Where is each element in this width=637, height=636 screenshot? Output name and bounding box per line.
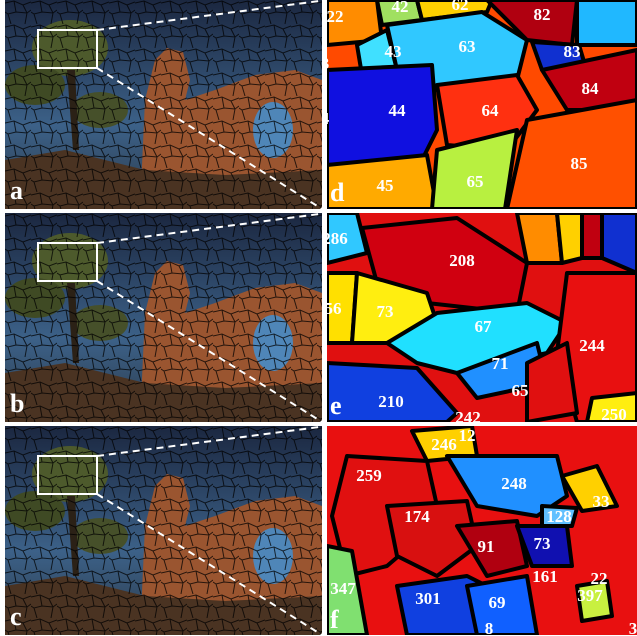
segment-label: 71 [492,354,509,373]
panel-letter: d [330,178,345,207]
segment-label: 56 [325,299,342,318]
segment-label: 43 [385,42,402,61]
figure: a b c 22 42 62 82 43 63 83 3 84 4 44 64 … [0,0,637,636]
segment-label: 42 [392,0,409,16]
segment-label: 259 [356,466,382,485]
segment-label: 64 [482,101,500,120]
segment-label: 45 [377,176,394,195]
segment-label: 174 [404,507,430,526]
segment-label: 12 [459,426,476,445]
segment-label: 84 [582,79,600,98]
panel-letter: f [330,605,339,634]
segment-label: 73 [377,302,394,321]
segment-label: 128 [546,507,572,526]
segment-label: 33 [593,492,610,511]
panel-letter: e [330,391,342,420]
segment-label: 301 [415,589,441,608]
panel-letter: b [10,389,24,418]
segment-label: 397 [577,586,603,605]
zoom-panel: 246 12 259 248 33 174 128 91 73 161 22 3… [327,426,637,636]
segment-label: 3 [629,619,637,636]
panel-letter: a [10,176,23,205]
segment-label: 3 [321,54,330,73]
panel-letter: c [10,602,22,631]
segment-label: 244 [579,336,605,355]
segment-label: 8 [485,619,494,636]
segment-label: 67 [475,317,493,336]
segment-label: 62 [452,0,469,14]
photo-panel: c [5,426,327,635]
segment-label: 347 [330,579,356,598]
segment-label: 85 [571,154,588,173]
segment-label: 242 [455,408,481,427]
segment-label: 4 [321,109,330,128]
segment-label: 83 [564,42,581,61]
segment-label: 286 [322,229,348,248]
segment-label: 65 [512,381,529,400]
photo-panel: b [5,213,327,422]
zoom-panel: 286 208 56 73 67 71 244 65 210 242 250 e [322,213,637,427]
photo-panel: a [5,0,327,209]
segment-label: 248 [501,474,527,493]
segment-label: 73 [534,534,551,553]
zoom-panel: 22 42 62 82 43 63 83 3 84 4 44 64 85 45 … [321,0,637,209]
segment-label: 161 [532,567,558,586]
segment-label: 208 [449,251,475,270]
segment-label: 210 [378,392,404,411]
segment-label: 246 [431,435,457,454]
segment-label: 91 [478,537,495,556]
segment-label: 65 [467,172,484,191]
segment-label: 250 [601,405,627,424]
segment-label: 44 [389,101,407,120]
segment-label: 63 [459,37,476,56]
segment-label: 82 [534,5,551,24]
segment-label: 69 [489,593,506,612]
segment-label: 22 [327,7,344,26]
